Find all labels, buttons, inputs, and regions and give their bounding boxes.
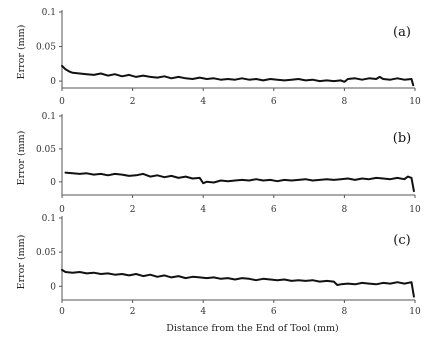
panel-c: 0 0.05 0.1 0 2 4 6 8 10 Error (mm) (c) Distance fro… [16,214,421,334]
panel-label: (c) [393,233,410,248]
y-tick-label: 0.1 [42,214,56,224]
error-series-line [61,268,415,298]
x-tick-label: 8 [342,205,348,215]
x-tick-label: 2 [130,97,136,107]
y-tick-label: 0.05 [36,248,56,258]
x-tick-label: 2 [130,205,136,215]
x-tick-label: 8 [342,97,348,107]
y-tick-label: 0 [50,77,56,87]
y-tick-label: 0.05 [36,43,56,53]
y-tick-label: 0.1 [42,112,56,122]
y-axis-title: Error (mm) [16,25,27,80]
x-tick-label: 8 [342,307,348,317]
x-tick-label: 6 [271,307,277,317]
x-tick-label: 0 [59,307,65,317]
y-axis-title: Error (mm) [16,235,27,290]
y-tick-label: 0.05 [36,145,56,155]
x-tick-label: 6 [271,97,277,107]
panel-a: 0 0.05 0.1 0 2 4 6 8 10 Error (mm) (a) [16,8,421,107]
x-tick-label: 0 [59,205,65,215]
y-axis-title: Error (mm) [16,131,27,186]
x-tick-label: 10 [409,205,421,215]
x-tick-label: 2 [130,307,136,317]
y-tick-label: 0 [50,282,56,292]
error-series-line [61,64,415,87]
panel-label: (a) [393,25,411,40]
x-axis-title: Distance from the End of Tool (mm) [166,323,338,334]
x-tick-label: 4 [200,307,206,317]
y-tick-label: 0 [50,178,56,188]
x-tick-label: 6 [271,205,277,215]
x-tick-label: 10 [409,97,421,107]
error-series-line [64,171,415,193]
x-tick-label: 4 [200,97,206,107]
panel-b: 0 0.05 0.1 0 2 4 6 8 10 Error (mm) (b) [16,112,421,215]
x-tick-label: 10 [409,307,421,317]
x-tick-label: 4 [200,205,206,215]
y-tick-label: 0.1 [42,8,56,18]
x-tick-label: 0 [59,97,65,107]
panel-label: (b) [393,131,411,146]
